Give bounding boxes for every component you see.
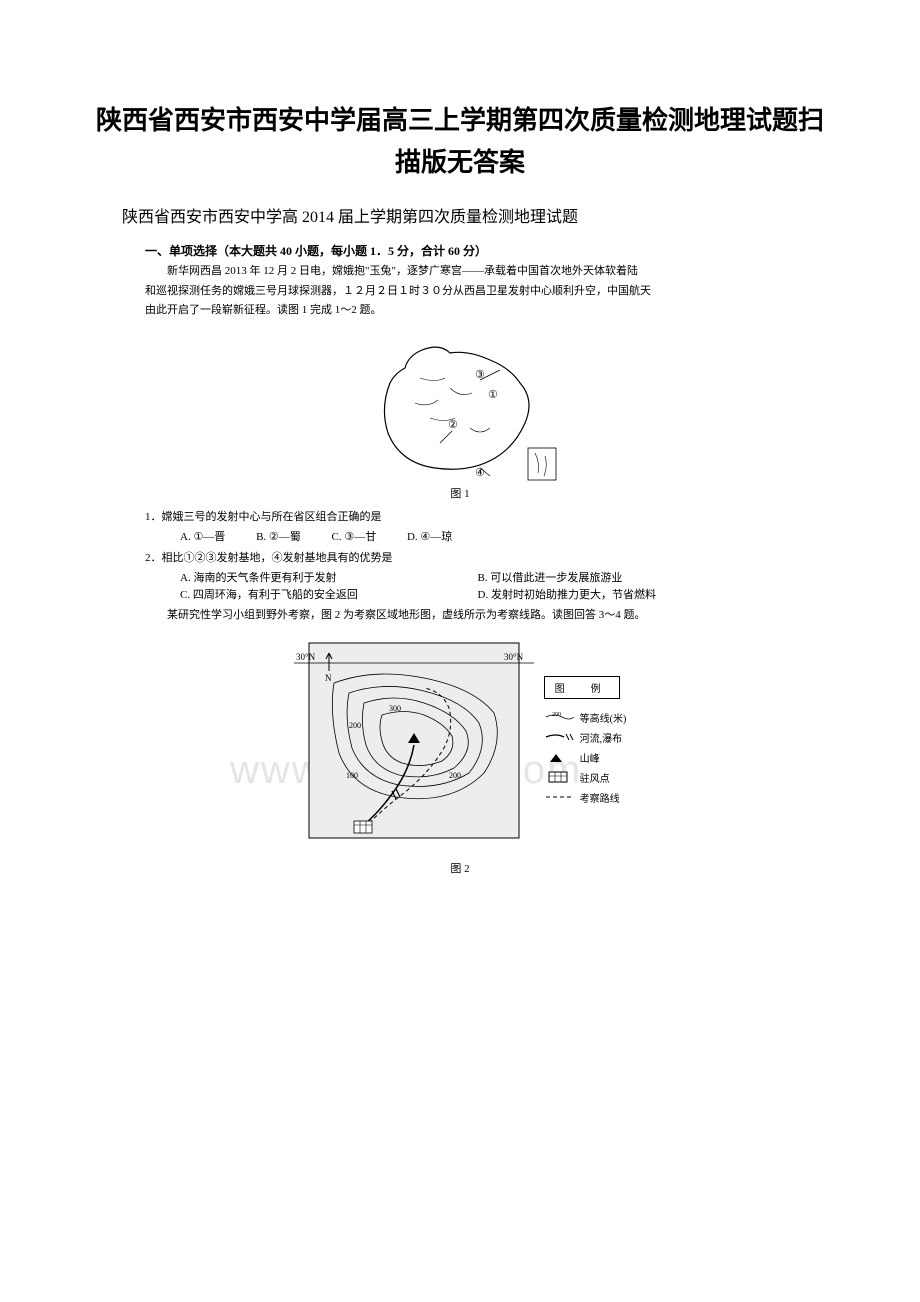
q1-option-b: B. ②—蜀 — [256, 529, 301, 547]
q2-option-a: A. 海南的天气条件更有利于发射 — [180, 570, 478, 588]
svg-text:200: 200 — [552, 712, 561, 718]
lat-label-left: 30°N — [296, 652, 316, 662]
question-2: 2．相比①②③发射基地，④发射基地具有的优势是 — [145, 550, 775, 568]
lat-label-right: 30°N — [504, 652, 524, 662]
legend-camp: 驻风点 — [544, 770, 627, 785]
map1-label-1: ① — [488, 389, 498, 401]
question-1: 1．嫦娥三号的发射中心与所在省区组合正确的是 — [145, 509, 775, 527]
question-2-options: A. 海南的天气条件更有利于发射 B. 可以借此进一步发展旅游业 C. 四周环海… — [180, 570, 775, 605]
intro-text-2: 某研究性学习小组到野外考察，图 2 为考察区域地形图，虚线所示为考察线路。读图回… — [145, 607, 775, 625]
q1-option-a: A. ①—晋 — [180, 529, 225, 547]
figure-2-legend: 图 例 200 等高线(米) 河流,瀑布 山峰 驻风点 — [544, 676, 627, 810]
q2-option-b: B. 可以借此进一步发展旅游业 — [478, 570, 776, 588]
intro-text-1b: 和巡视探测任务的嫦娥三号月球探测器，１２月２日１时３０分从西昌卫星发射中心顺利升… — [145, 283, 775, 301]
intro-text-1a: 新华网西昌 2013 年 12 月 2 日电，嫦娥抱"玉兔"，逐梦广寒宫——承载… — [145, 263, 775, 281]
legend-river: 河流,瀑布 — [544, 730, 627, 745]
q1-option-c: C. ③—甘 — [332, 529, 377, 547]
legend-peak: 山峰 — [544, 750, 627, 765]
contour-300: 300 — [389, 704, 401, 713]
figure-2: www.bingdoc.com 30°N 30°N 100 200 200 — [90, 633, 830, 876]
legend-contour: 200 等高线(米) — [544, 710, 627, 725]
figure-2-caption: 图 2 — [90, 860, 830, 876]
map1-label-4: ④ — [475, 467, 485, 479]
figure-1-caption: 图 1 — [90, 485, 830, 501]
main-title: 陕西省西安市西安中学届高三上学期第四次质量检测地理试题扫描版无答案 — [90, 100, 830, 183]
svg-text:N: N — [325, 673, 332, 683]
intro-text-1c: 由此开启了一段崭新征程。读图 1 完成 1～2 题。 — [145, 302, 775, 320]
contour-200a: 200 — [349, 721, 361, 730]
contour-200b: 200 — [449, 771, 461, 780]
map1-label-3: ③ — [475, 369, 485, 381]
map1-label-2: ② — [448, 419, 458, 431]
subtitle: 陕西省西安市西安中学高 2014 届上学期第四次质量检测地理试题 — [90, 203, 830, 227]
figure-1: ③ ① ② ④ 图 1 — [90, 328, 830, 501]
q2-option-d: D. 发射时初始助推力更大，节省燃料 — [478, 587, 776, 605]
section-header: 一、单项选择（本大题共 40 小题，每小题 1．5 分，合计 60 分） — [145, 242, 830, 259]
q1-option-d: D. ④—琼 — [407, 529, 452, 547]
legend-title: 图 例 — [544, 676, 620, 699]
question-1-options: A. ①—晋 B. ②—蜀 C. ③—甘 D. ④—琼 — [180, 529, 775, 547]
contour-100: 100 — [346, 771, 358, 780]
legend-route: 考察路线 — [544, 790, 627, 805]
q2-option-c: C. 四周环海，有利于飞船的安全返回 — [180, 587, 478, 605]
